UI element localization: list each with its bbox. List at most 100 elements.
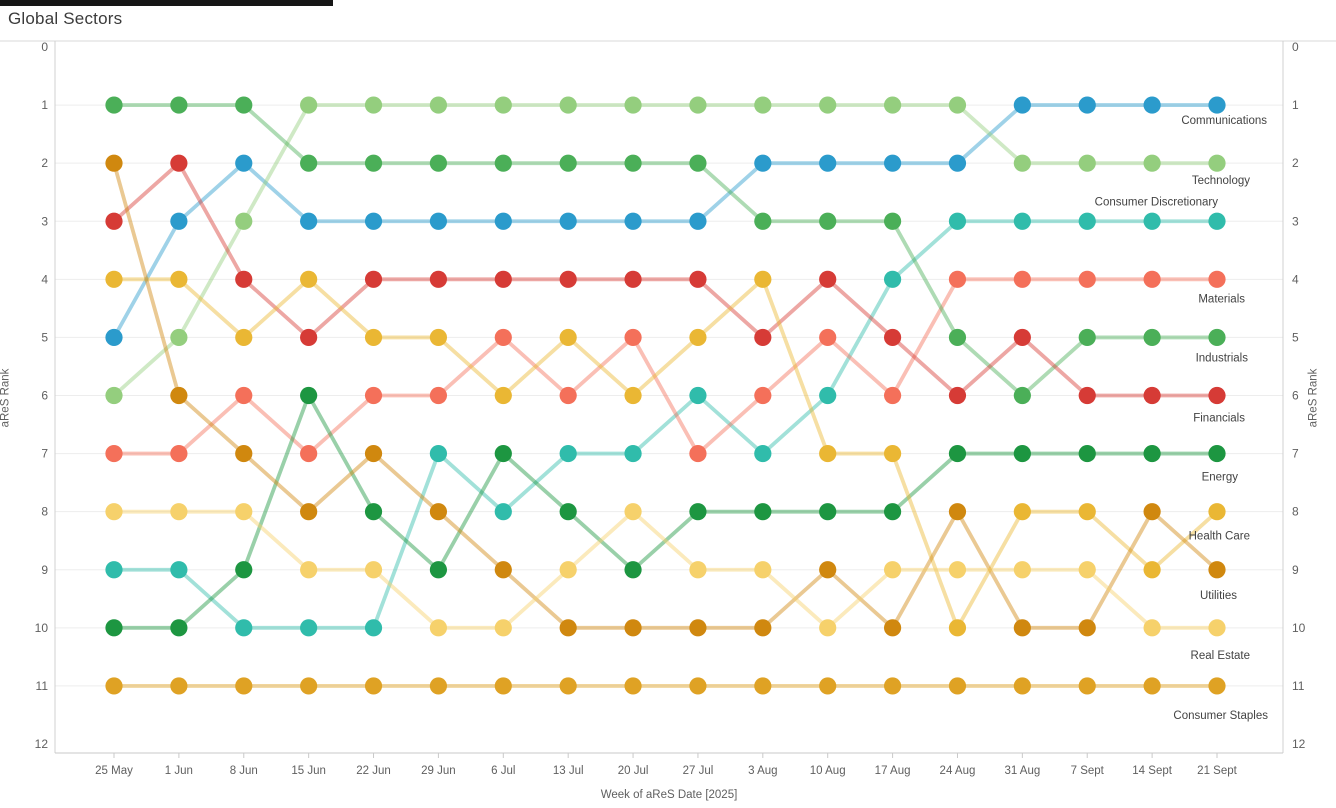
- data-point[interactable]: [883, 96, 902, 114]
- data-point[interactable]: [1143, 619, 1161, 637]
- data-point[interactable]: [364, 619, 383, 637]
- data-point[interactable]: [1078, 96, 1096, 114]
- data-point[interactable]: [300, 328, 318, 347]
- data-point[interactable]: [1208, 212, 1226, 230]
- data-point[interactable]: [559, 270, 577, 288]
- series-line[interactable]: [114, 219, 1217, 630]
- data-point[interactable]: [364, 212, 383, 230]
- data-point[interactable]: [1078, 154, 1096, 172]
- series-line[interactable]: [114, 103, 1217, 398]
- data-point[interactable]: [429, 328, 448, 347]
- data-point[interactable]: [948, 212, 967, 230]
- data-point[interactable]: [235, 270, 253, 288]
- data-point[interactable]: [1078, 503, 1096, 521]
- data-point[interactable]: [624, 212, 642, 230]
- data-point[interactable]: [300, 212, 318, 230]
- data-point[interactable]: [494, 328, 512, 347]
- data-point[interactable]: [1013, 212, 1031, 230]
- series-line[interactable]: [112, 162, 1219, 630]
- data-point[interactable]: [429, 561, 448, 579]
- data-point[interactable]: [624, 154, 642, 172]
- data-point[interactable]: [235, 503, 253, 521]
- data-point[interactable]: [1078, 386, 1096, 405]
- data-point[interactable]: [364, 96, 383, 114]
- data-point[interactable]: [1013, 386, 1031, 405]
- data-point[interactable]: [754, 270, 772, 288]
- data-point[interactable]: [754, 154, 772, 172]
- data-point[interactable]: [624, 444, 642, 463]
- data-point[interactable]: [754, 677, 772, 695]
- data-point[interactable]: [689, 328, 707, 347]
- data-point[interactable]: [1208, 328, 1226, 347]
- data-point[interactable]: [1013, 154, 1031, 172]
- data-point[interactable]: [883, 561, 902, 579]
- data-point[interactable]: [754, 96, 772, 114]
- data-point[interactable]: [300, 619, 318, 637]
- data-point[interactable]: [105, 503, 123, 521]
- data-point[interactable]: [689, 619, 707, 637]
- data-point[interactable]: [1143, 503, 1161, 521]
- data-point[interactable]: [1013, 270, 1031, 288]
- data-point[interactable]: [1078, 619, 1096, 637]
- data-point[interactable]: [494, 561, 512, 579]
- data-point[interactable]: [754, 386, 772, 405]
- data-point[interactable]: [948, 96, 967, 114]
- data-point[interactable]: [429, 444, 448, 463]
- series-line[interactable]: [114, 277, 1217, 456]
- data-point[interactable]: [1013, 619, 1031, 637]
- data-point[interactable]: [105, 270, 123, 288]
- data-point[interactable]: [429, 503, 448, 521]
- data-point[interactable]: [300, 270, 318, 288]
- data-point[interactable]: [170, 444, 188, 463]
- data-point[interactable]: [624, 270, 642, 288]
- data-point[interactable]: [624, 386, 642, 405]
- series-line[interactable]: [114, 277, 1219, 630]
- data-point[interactable]: [300, 96, 318, 114]
- data-point[interactable]: [300, 154, 318, 172]
- data-point[interactable]: [624, 561, 642, 579]
- data-point[interactable]: [1143, 386, 1161, 405]
- data-point[interactable]: [494, 503, 512, 521]
- data-point[interactable]: [235, 561, 253, 579]
- data-point[interactable]: [494, 386, 512, 405]
- data-point[interactable]: [948, 328, 967, 347]
- data-point[interactable]: [948, 677, 967, 695]
- data-point[interactable]: [1208, 561, 1226, 579]
- data-point[interactable]: [105, 561, 123, 579]
- data-point[interactable]: [883, 503, 902, 521]
- data-point[interactable]: [1143, 212, 1161, 230]
- data-point[interactable]: [105, 212, 123, 230]
- data-point[interactable]: [624, 503, 642, 521]
- data-point[interactable]: [105, 154, 123, 172]
- data-point[interactable]: [624, 677, 642, 695]
- data-point[interactable]: [1208, 677, 1226, 695]
- data-point[interactable]: [300, 444, 318, 463]
- data-point[interactable]: [689, 386, 707, 405]
- data-point[interactable]: [1078, 561, 1096, 579]
- data-point[interactable]: [364, 386, 383, 405]
- data-point[interactable]: [364, 270, 383, 288]
- data-point[interactable]: [235, 154, 253, 172]
- data-point[interactable]: [819, 328, 837, 347]
- data-point[interactable]: [1143, 677, 1161, 695]
- data-point[interactable]: [819, 154, 837, 172]
- data-point[interactable]: [559, 386, 577, 405]
- data-point[interactable]: [1208, 444, 1226, 463]
- data-point[interactable]: [883, 212, 902, 230]
- data-point[interactable]: [559, 154, 577, 172]
- data-point[interactable]: [559, 96, 577, 114]
- data-point[interactable]: [689, 677, 707, 695]
- data-point[interactable]: [429, 212, 448, 230]
- data-point[interactable]: [754, 328, 772, 347]
- data-point[interactable]: [1143, 328, 1161, 347]
- data-point[interactable]: [429, 619, 448, 637]
- series-line[interactable]: [112, 161, 1217, 398]
- data-point[interactable]: [754, 444, 772, 463]
- data-point[interactable]: [1143, 154, 1161, 172]
- data-point[interactable]: [1208, 503, 1226, 521]
- data-point[interactable]: [1208, 154, 1226, 172]
- data-point[interactable]: [494, 96, 512, 114]
- data-point[interactable]: [235, 677, 253, 695]
- data-point[interactable]: [883, 677, 902, 695]
- data-point[interactable]: [170, 503, 188, 521]
